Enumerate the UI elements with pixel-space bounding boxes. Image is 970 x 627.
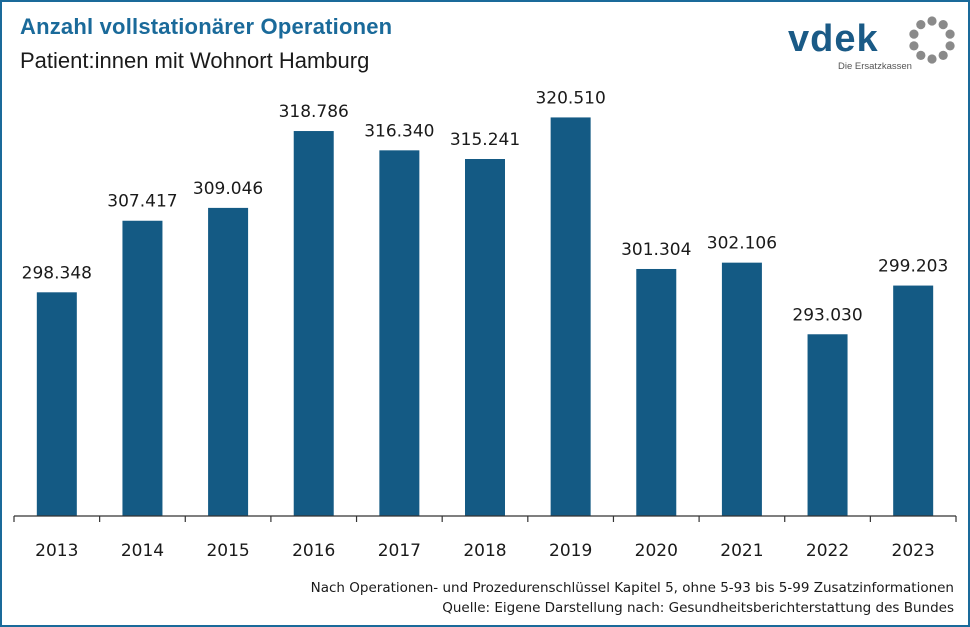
logo-ring-dot [916,50,926,60]
logo-ring-dot [945,41,955,51]
footnote: Nach Operationen- und Prozedurenschlüsse… [311,578,954,618]
logo-ring-dot [909,41,919,51]
value-label-2014: 307.417 [107,192,177,212]
value-label-2015: 309.046 [193,179,263,199]
logo-ring-dot [927,16,937,26]
value-label-2019: 320.510 [535,88,605,108]
x-tick-label-2021: 2021 [720,541,763,561]
bar-2013 [36,292,77,516]
logo-ring-icon [909,16,955,64]
bar-2021 [721,262,762,516]
chart-title: Anzahl vollstationärer Operationen [20,14,393,39]
bar-2023 [893,285,934,516]
x-tick-label-2018: 2018 [463,541,506,561]
value-label-2020: 301.304 [621,240,691,260]
logo-ring-dot [909,29,919,39]
logo-ring-dot [938,20,948,30]
logo-wordmark: vdek [788,18,879,60]
logo-ring-dot [938,50,948,60]
bar-2017 [379,150,420,516]
bar-2014 [122,220,163,516]
x-tick-label-2013: 2013 [35,541,78,561]
bar-2020 [636,268,677,516]
logo-ring-dot [927,54,937,64]
footnote-note: Nach Operationen- und Prozedurenschlüsse… [310,580,954,596]
bar-2016 [293,131,334,516]
bar-2018 [465,159,505,516]
bar-2019 [550,117,591,517]
value-label-2013: 298.348 [22,263,92,283]
value-label-2023: 299.203 [878,257,948,277]
value-label-2022: 293.030 [792,305,862,325]
x-tick-label-2015: 2015 [206,541,249,561]
value-label-2021: 302.106 [707,234,777,254]
bar-chart: 298.348 307.417 309.046 318.786 316.340 315.2… [13,88,957,561]
x-tick-label-2016: 2016 [292,541,335,561]
vdek-logo: vdek Die Ersatzkassen [782,10,962,76]
logo-ring-dot [916,20,926,30]
x-tick-label-2020: 2020 [635,541,678,561]
bar-2015 [208,207,249,516]
chart-subtitle: Patient:innen mit Wohnort Hamburg [20,48,370,73]
bar-2022 [807,334,848,516]
x-tick-label-2014: 2014 [121,541,164,561]
x-tick-label-2019: 2019 [549,541,592,561]
logo-ring-dot [945,29,955,39]
value-label-2018: 315.241 [450,130,520,150]
footnote-source: Quelle: Eigene Darstellung nach: Gesundh… [442,600,954,616]
x-tick-label-2017: 2017 [378,541,421,561]
value-label-2017: 316.340 [364,121,434,141]
x-tick-label-2023: 2023 [892,541,935,561]
value-label-2016: 318.786 [279,102,349,122]
logo-tagline: Die Ersatzkassen [838,61,912,72]
x-tick-label-2022: 2022 [806,541,849,561]
